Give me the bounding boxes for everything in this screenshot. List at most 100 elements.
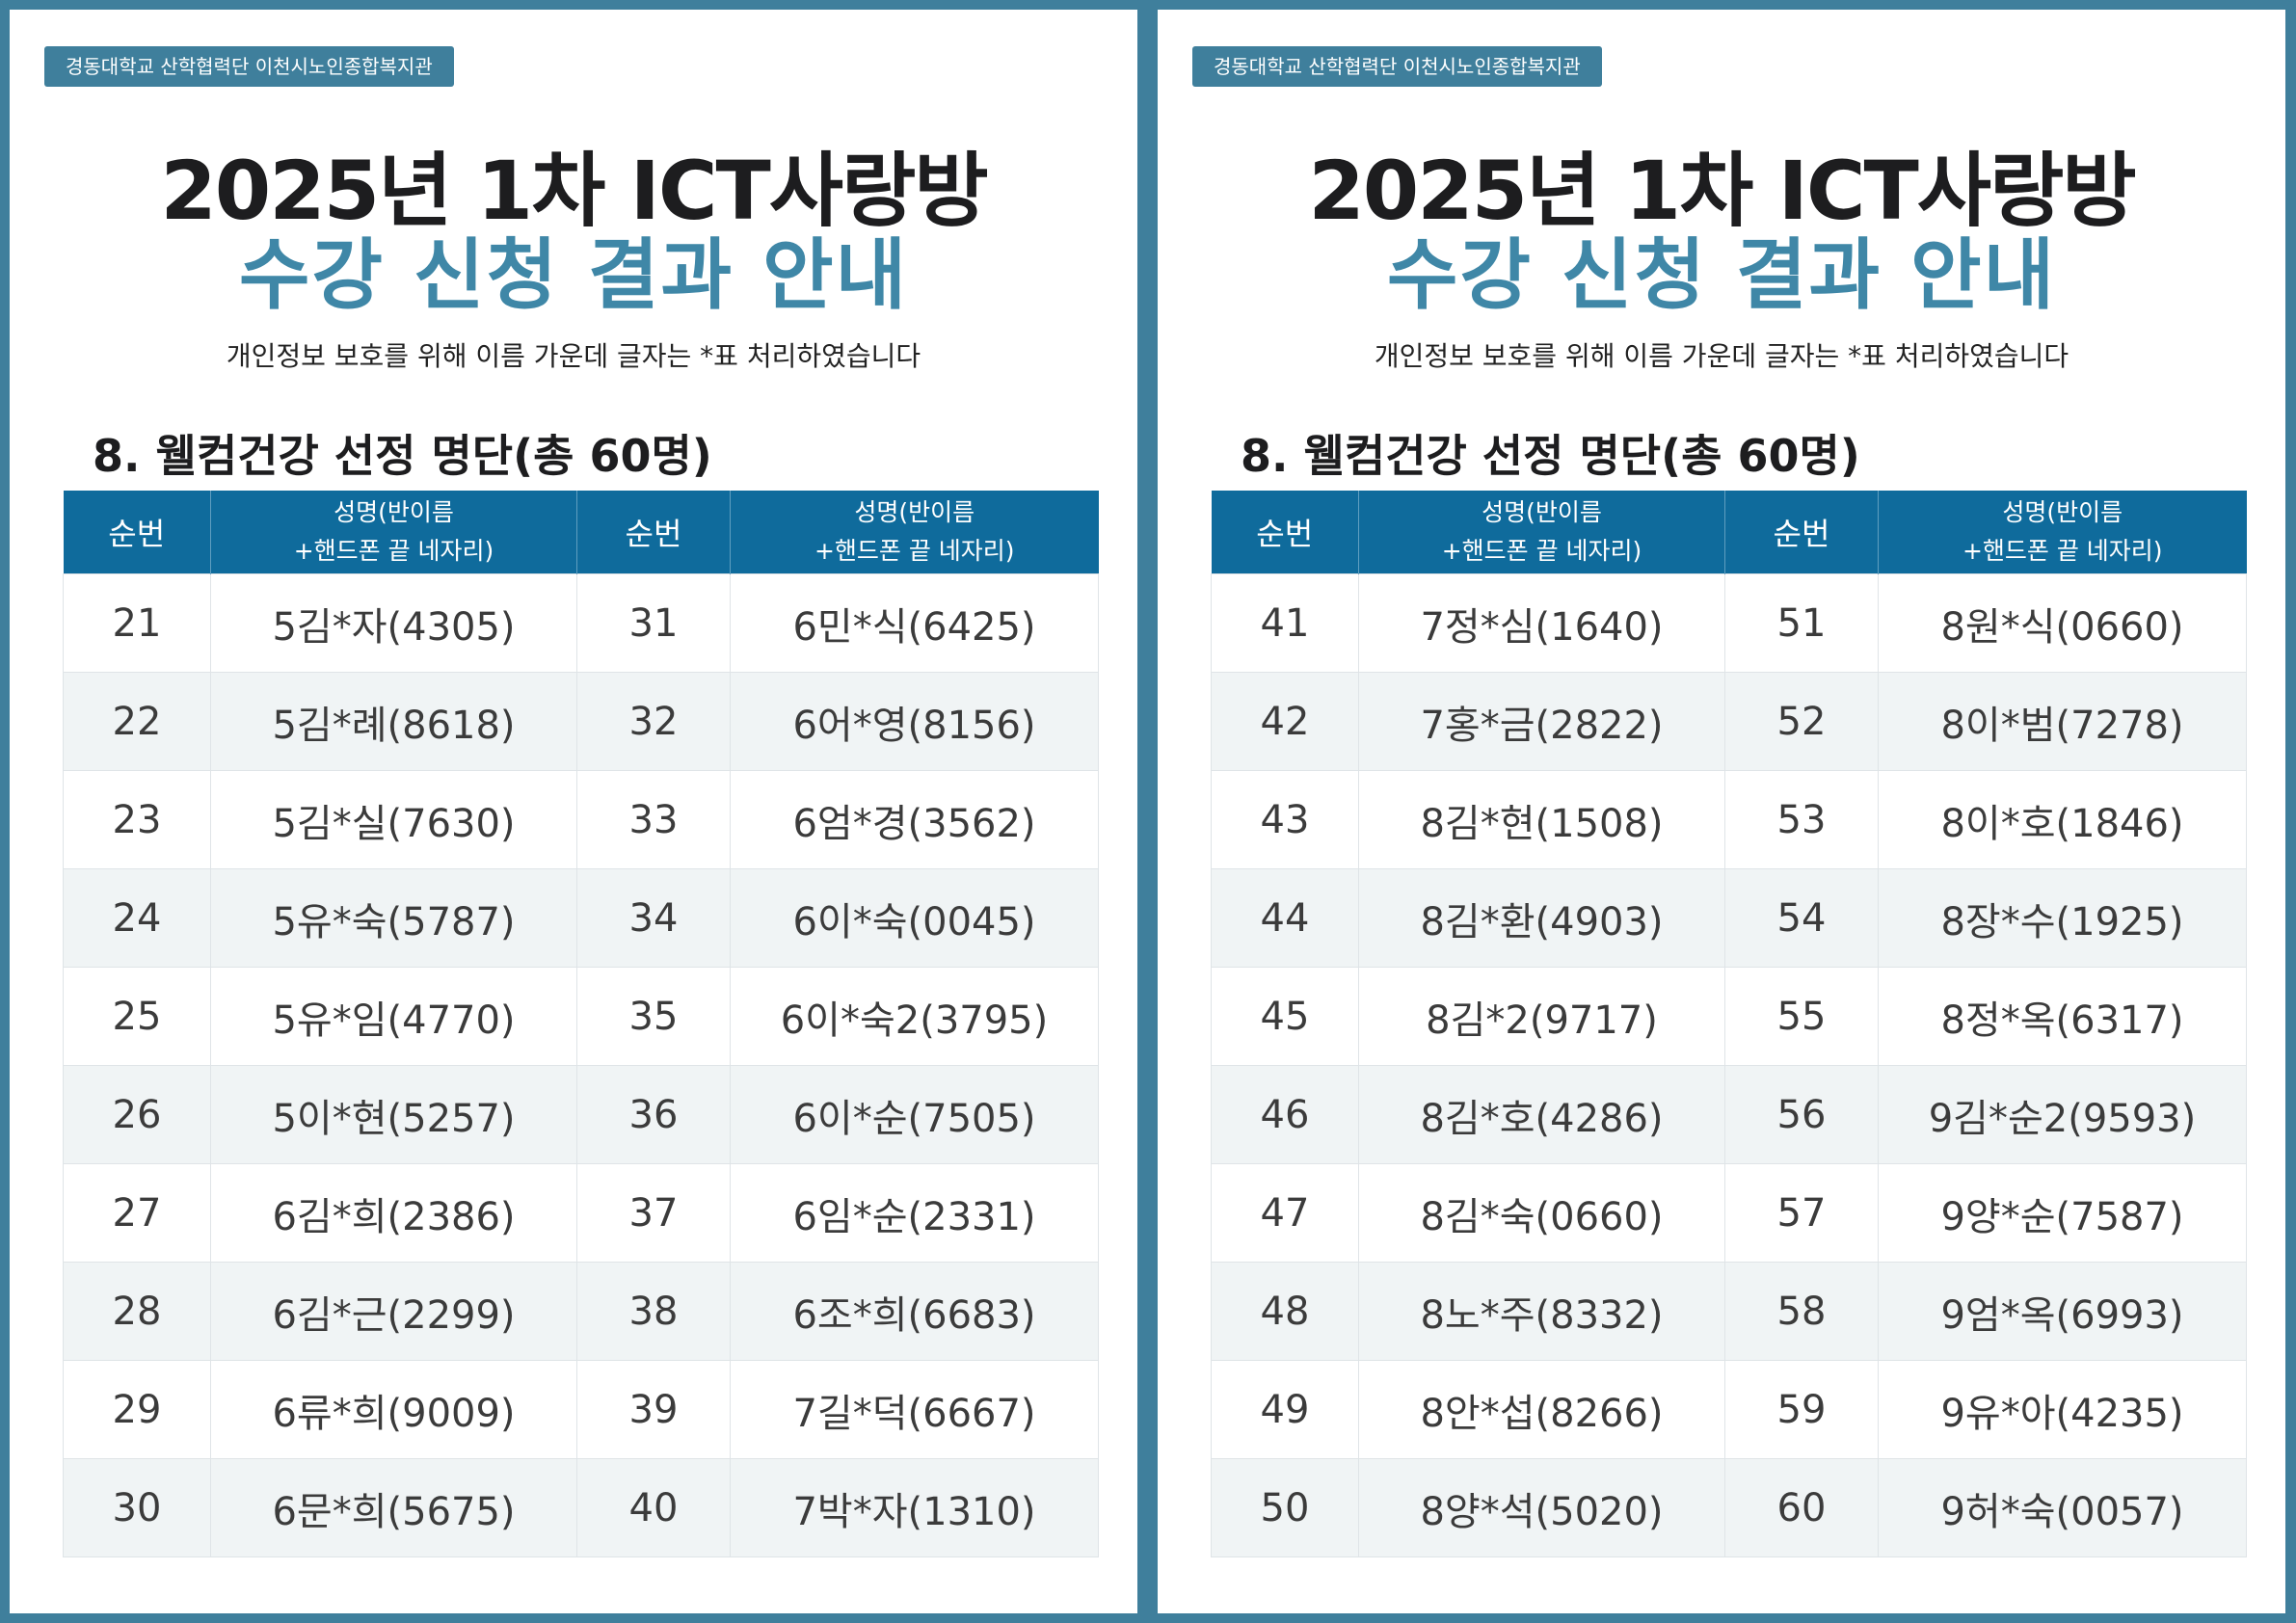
header-no: 순번 (1211, 491, 1359, 574)
cell-name: 6조*희(6683) (730, 1262, 1099, 1361)
table-row: 50 8양*석(5020) 60 9허*숙(0057) (1211, 1458, 2247, 1557)
table-header-row: 순번 성명(반이름 +핸드폰 끝 네자리) 순번 성명(반이름 +핸드폰 끝 네자리… (63, 491, 1099, 574)
header-name-line2: +핸드폰 끝 네자리) (1962, 537, 2163, 565)
cell-number: 50 (1211, 1458, 1359, 1557)
cell-number: 26 (63, 1065, 211, 1164)
cell-name: 8원*식(0660) (1878, 573, 2247, 673)
cell-number: 59 (1724, 1360, 1879, 1459)
header-no: 순번 (1724, 491, 1879, 574)
cell-name: 8노*주(8332) (1358, 1262, 1725, 1361)
cell-number: 42 (1211, 672, 1359, 771)
cell-number: 53 (1724, 770, 1879, 869)
cell-number: 56 (1724, 1065, 1879, 1164)
page-subtitle: 수강 신청 결과 안내 (1386, 230, 2057, 320)
cell-number: 49 (1211, 1360, 1359, 1459)
cell-name: 5김*례(8618) (210, 672, 577, 771)
cell-name: 7정*심(1640) (1358, 573, 1725, 673)
notice-page-right: 경동대학교 산학협력단 이천시노인종합복지관 2025년 1차 ICT사랑방 수… (1158, 10, 2285, 1613)
page-subtitle: 수강 신청 결과 안내 (238, 230, 909, 320)
table-row: 21 5김*자(4305) 31 6민*식(6425) (63, 573, 1099, 673)
table-row: 26 5이*현(5257) 36 6이*순(7505) (63, 1065, 1099, 1164)
cell-number: 46 (1211, 1065, 1359, 1164)
table-row: 25 5유*임(4770) 35 6이*숙2(3795) (63, 967, 1099, 1066)
cell-number: 39 (576, 1360, 731, 1459)
cell-number: 58 (1724, 1262, 1879, 1361)
cell-name: 6엄*경(3562) (730, 770, 1099, 869)
cell-name: 8김*2(9717) (1358, 967, 1725, 1066)
cell-number: 25 (63, 967, 211, 1066)
cell-name: 6이*숙2(3795) (730, 967, 1099, 1066)
cell-number: 28 (63, 1262, 211, 1361)
cell-name: 5유*숙(5787) (210, 868, 577, 968)
cell-number: 35 (576, 967, 731, 1066)
table-header-row: 순번 성명(반이름 +핸드폰 끝 네자리) 순번 성명(반이름 +핸드폰 끝 네자리… (1211, 491, 2247, 574)
header-name-line1: 성명(반이름 (854, 498, 975, 526)
cell-number: 30 (63, 1458, 211, 1557)
table-row: 29 6류*희(9009) 39 7길*덕(6667) (63, 1360, 1099, 1459)
cell-name: 8이*범(7278) (1878, 672, 2247, 771)
notice-page-left: 경동대학교 산학협력단 이천시노인종합복지관 2025년 1차 ICT사랑방 수… (10, 10, 1137, 1613)
org-badge: 경동대학교 산학협력단 이천시노인종합복지관 (44, 46, 454, 87)
table-row: 28 6김*근(2299) 38 6조*희(6683) (63, 1262, 1099, 1361)
header-no: 순번 (576, 491, 731, 574)
org-badge: 경동대학교 산학협력단 이천시노인종합복지관 (1192, 46, 1602, 87)
table-row: 30 6문*희(5675) 40 7박*자(1310) (63, 1458, 1099, 1557)
section-title: 8. 웰컴건강 선정 명단(총 60명) (1241, 430, 1860, 482)
table-row: 24 5유*숙(5787) 34 6이*숙(0045) (63, 868, 1099, 968)
page-title: 2025년 1차 ICT사랑방 (1308, 144, 2136, 238)
header-name-line2: +핸드폰 끝 네자리) (293, 537, 494, 565)
cell-number: 34 (576, 868, 731, 968)
table-row: 48 8노*주(8332) 58 9엄*옥(6993) (1211, 1262, 2247, 1361)
cell-name: 8정*옥(6317) (1878, 967, 2247, 1066)
cell-name: 9유*아(4235) (1878, 1360, 2247, 1459)
cell-name: 8장*수(1925) (1878, 868, 2247, 968)
cell-number: 57 (1724, 1163, 1879, 1263)
header-name-line1: 성명(반이름 (334, 498, 454, 526)
header-name: 성명(반이름 +핸드폰 끝 네자리) (1878, 491, 2247, 574)
cell-name: 7길*덕(6667) (730, 1360, 1099, 1459)
table-row: 27 6김*희(2386) 37 6임*순(2331) (63, 1163, 1099, 1263)
cell-number: 55 (1724, 967, 1879, 1066)
header-name-line2: +핸드폰 끝 네자리) (1441, 537, 1642, 565)
cell-number: 24 (63, 868, 211, 968)
cell-name: 7홍*금(2822) (1358, 672, 1725, 771)
table-row: 41 7정*심(1640) 51 8원*식(0660) (1211, 573, 2247, 673)
cell-number: 51 (1724, 573, 1879, 673)
table-row: 49 8안*섭(8266) 59 9유*아(4235) (1211, 1360, 2247, 1459)
table-row: 47 8김*숙(0660) 57 9양*순(7587) (1211, 1163, 2247, 1263)
cell-name: 6임*순(2331) (730, 1163, 1099, 1263)
cell-name: 6어*영(8156) (730, 672, 1099, 771)
cell-number: 22 (63, 672, 211, 771)
cell-number: 27 (63, 1163, 211, 1263)
table-row: 44 8김*환(4903) 54 8장*수(1925) (1211, 868, 2247, 968)
cell-number: 44 (1211, 868, 1359, 968)
cell-name: 8김*환(4903) (1358, 868, 1725, 968)
header-name-line1: 성명(반이름 (2002, 498, 2123, 526)
header-name-line1: 성명(반이름 (1482, 498, 1602, 526)
cell-name: 6김*근(2299) (210, 1262, 577, 1361)
table-row: 46 8김*호(4286) 56 9김*순2(9593) (1211, 1065, 2247, 1164)
section-title: 8. 웰컴건강 선정 명단(총 60명) (93, 430, 712, 482)
cell-name: 8김*숙(0660) (1358, 1163, 1725, 1263)
cell-name: 8이*호(1846) (1878, 770, 2247, 869)
cell-number: 47 (1211, 1163, 1359, 1263)
cell-name: 8안*섭(8266) (1358, 1360, 1725, 1459)
cell-name: 6이*숙(0045) (730, 868, 1099, 968)
cell-name: 8김*호(4286) (1358, 1065, 1725, 1164)
cell-name: 6김*희(2386) (210, 1163, 577, 1263)
cell-number: 36 (576, 1065, 731, 1164)
cell-name: 6민*식(6425) (730, 573, 1099, 673)
cell-number: 43 (1211, 770, 1359, 869)
cell-name: 9허*숙(0057) (1878, 1458, 2247, 1557)
cell-number: 60 (1724, 1458, 1879, 1557)
cell-name: 9양*순(7587) (1878, 1163, 2247, 1263)
cell-number: 48 (1211, 1262, 1359, 1361)
cell-number: 23 (63, 770, 211, 869)
cell-number: 32 (576, 672, 731, 771)
cell-name: 8양*석(5020) (1358, 1458, 1725, 1557)
cell-name: 6문*희(5675) (210, 1458, 577, 1557)
cell-name: 8김*현(1508) (1358, 770, 1725, 869)
header-name-line2: +핸드폰 끝 네자리) (814, 537, 1015, 565)
page-title: 2025년 1차 ICT사랑방 (160, 144, 988, 238)
cell-number: 45 (1211, 967, 1359, 1066)
